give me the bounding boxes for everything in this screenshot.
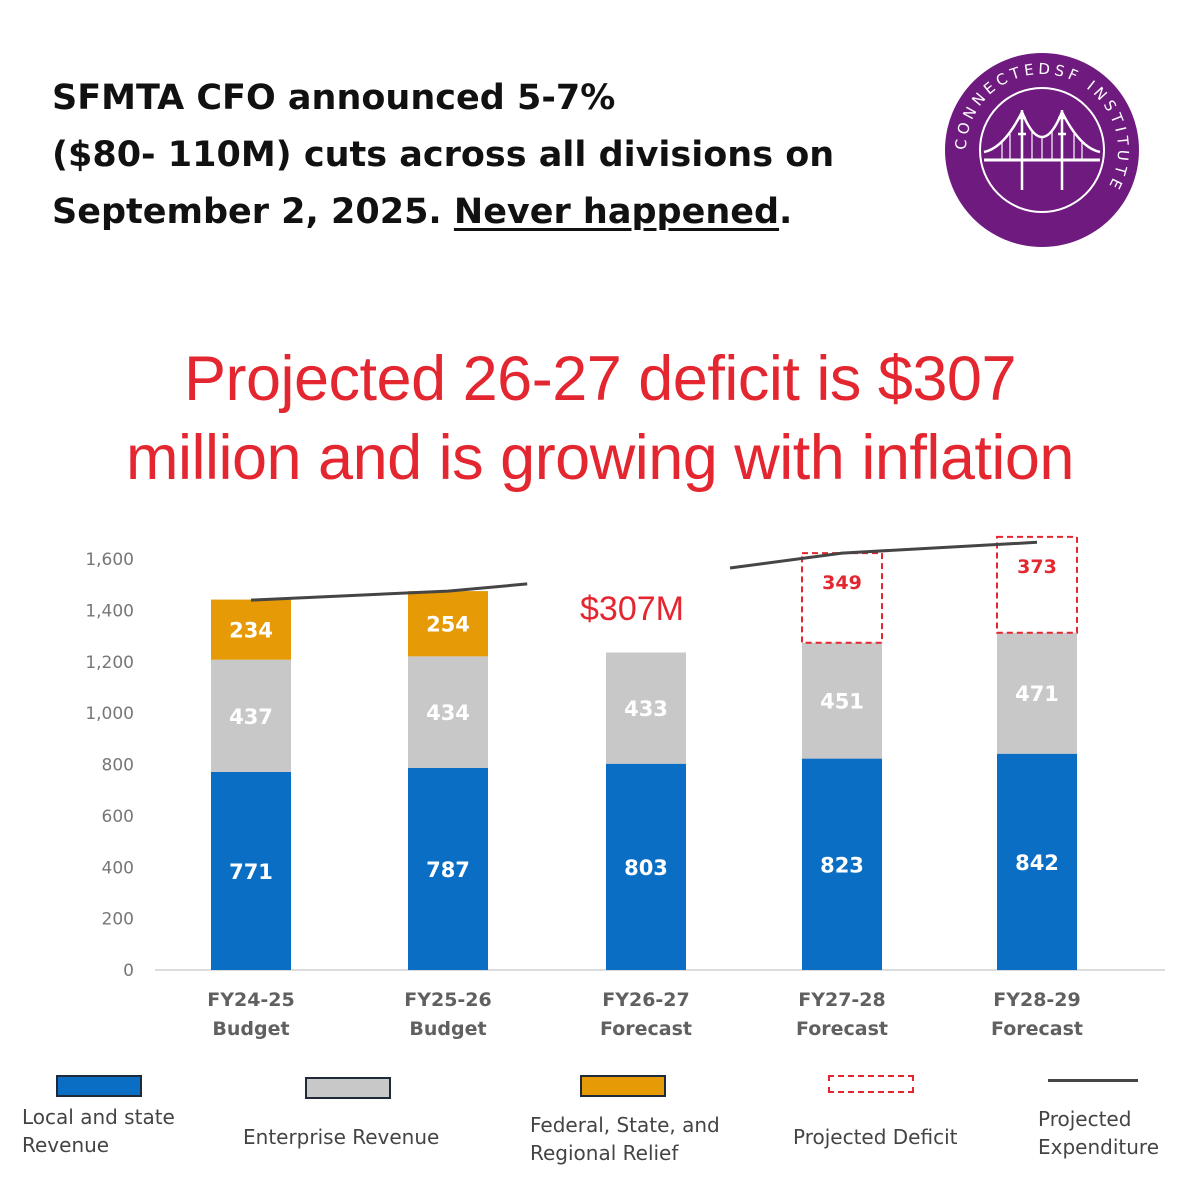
bar-relief bbox=[211, 599, 291, 660]
bar-enterprise-revenue bbox=[408, 656, 488, 768]
y-tick-label: 1,200 bbox=[85, 653, 134, 673]
deficit-headline-line-2: million and is growing with inflation bbox=[126, 423, 1074, 493]
x-category-label: Forecast bbox=[796, 1018, 888, 1040]
y-tick-label: 0 bbox=[123, 961, 134, 981]
bar-relief-label: 234 bbox=[229, 619, 273, 643]
bar-local-revenue-label: 842 bbox=[1015, 851, 1059, 875]
headline-line-1: SFMTA CFO announced 5-7% bbox=[52, 78, 616, 118]
y-tick-label: 1,600 bbox=[85, 550, 134, 570]
legend-label-deficit: Projected Deficit bbox=[793, 1125, 958, 1149]
deficit-headline-line-1: Projected 26-27 deficit is $307 bbox=[183, 344, 1017, 414]
y-tick-label: 600 bbox=[102, 807, 134, 827]
bar-relief bbox=[408, 591, 488, 657]
bar-projected-deficit-label: 373 bbox=[1017, 556, 1057, 578]
legend-swatch-local bbox=[56, 1075, 142, 1097]
headline-line-3-suffix: . bbox=[779, 192, 793, 232]
x-category-label: FY27-28 bbox=[798, 989, 886, 1011]
deficit-annotation: $307M bbox=[580, 590, 684, 628]
x-category-label: FY25-26 bbox=[404, 989, 492, 1011]
legend-label-relief: Federal, State, and Regional Relief bbox=[530, 1113, 720, 1165]
chart-legend: Local and state Revenue Enterprise Revenu… bbox=[0, 1065, 1200, 1200]
x-category-label: Forecast bbox=[600, 1018, 692, 1040]
headline-line-3-prefix: September 2, 2025. bbox=[52, 192, 454, 232]
bar-enterprise-revenue-label: 437 bbox=[229, 705, 273, 729]
projected-expenditure-line bbox=[729, 540, 1038, 570]
bar-enterprise-revenue-label: 434 bbox=[426, 701, 470, 725]
y-tick-label: 1,000 bbox=[85, 704, 134, 724]
legend-swatch-enterprise bbox=[305, 1077, 391, 1099]
legend-swatch-relief bbox=[580, 1075, 666, 1097]
bar-local-revenue-label: 803 bbox=[624, 856, 668, 880]
x-category-label: Budget bbox=[409, 1018, 486, 1040]
y-tick-label: 400 bbox=[102, 858, 134, 878]
bar-enterprise-revenue-label: 433 bbox=[624, 697, 668, 721]
bar-local-revenue-label: 787 bbox=[426, 858, 470, 882]
bar-enterprise-revenue bbox=[606, 652, 686, 764]
bar-enterprise-revenue bbox=[997, 632, 1077, 754]
headline: SFMTA CFO announced 5-7% ($80- 110M) cut… bbox=[52, 70, 932, 241]
bar-enterprise-revenue bbox=[802, 642, 882, 759]
golden-gate-bridge-icon bbox=[983, 110, 1101, 190]
bar-relief-label: 254 bbox=[426, 613, 470, 637]
legend-label-enterprise: Enterprise Revenue bbox=[243, 1125, 440, 1149]
x-category-label: Forecast bbox=[991, 1018, 1083, 1040]
x-category-label: Budget bbox=[212, 1018, 289, 1040]
bar-local-revenue bbox=[802, 758, 882, 970]
legend-label-local: Local and state Revenue bbox=[22, 1105, 175, 1157]
bar-projected-deficit-label: 349 bbox=[822, 572, 862, 594]
headline-line-3: September 2, 2025. Never happened. bbox=[52, 184, 932, 241]
y-tick-label: 1,400 bbox=[85, 601, 134, 621]
budget-chart: 0 200 400 600 800 1,000 1,200 1,400 1,600 771 437 2… bbox=[85, 535, 1165, 1040]
bar-local-revenue bbox=[408, 767, 488, 970]
bar-local-revenue bbox=[997, 753, 1077, 970]
connectedsf-logo: CONNECTEDSF INSTITUTE bbox=[945, 53, 1139, 247]
y-tick-label: 800 bbox=[102, 756, 134, 776]
legend-swatch-deficit bbox=[828, 1075, 914, 1093]
headline-line-2: ($80- 110M) cuts across all divisions on bbox=[52, 135, 835, 175]
x-category-label: FY28-29 bbox=[993, 989, 1081, 1011]
legend-label-expenditure: Projected Expenditure bbox=[1038, 1107, 1160, 1159]
x-category-label: FY24-25 bbox=[207, 989, 295, 1011]
bar-projected-deficit bbox=[801, 552, 883, 644]
bar-local-revenue-label: 771 bbox=[229, 860, 273, 884]
bar-enterprise-revenue-label: 471 bbox=[1015, 682, 1059, 706]
bar-local-revenue bbox=[211, 771, 291, 970]
bar-enterprise-revenue bbox=[211, 659, 291, 772]
bar-local-revenue-label: 823 bbox=[820, 853, 864, 877]
y-tick-label: 200 bbox=[102, 910, 134, 930]
bar-projected-deficit bbox=[996, 535, 1078, 634]
never-happened-text: Never happened bbox=[453, 192, 780, 232]
x-category-label: FY26-27 bbox=[602, 989, 690, 1011]
legend-swatch-expenditure bbox=[1048, 1079, 1138, 1082]
bar-enterprise-revenue-label: 451 bbox=[820, 690, 864, 714]
projected-expenditure-line bbox=[250, 582, 528, 602]
deficit-headline: Projected 26-27 deficit is $307 million … bbox=[0, 340, 1200, 498]
bar-local-revenue bbox=[606, 763, 686, 970]
